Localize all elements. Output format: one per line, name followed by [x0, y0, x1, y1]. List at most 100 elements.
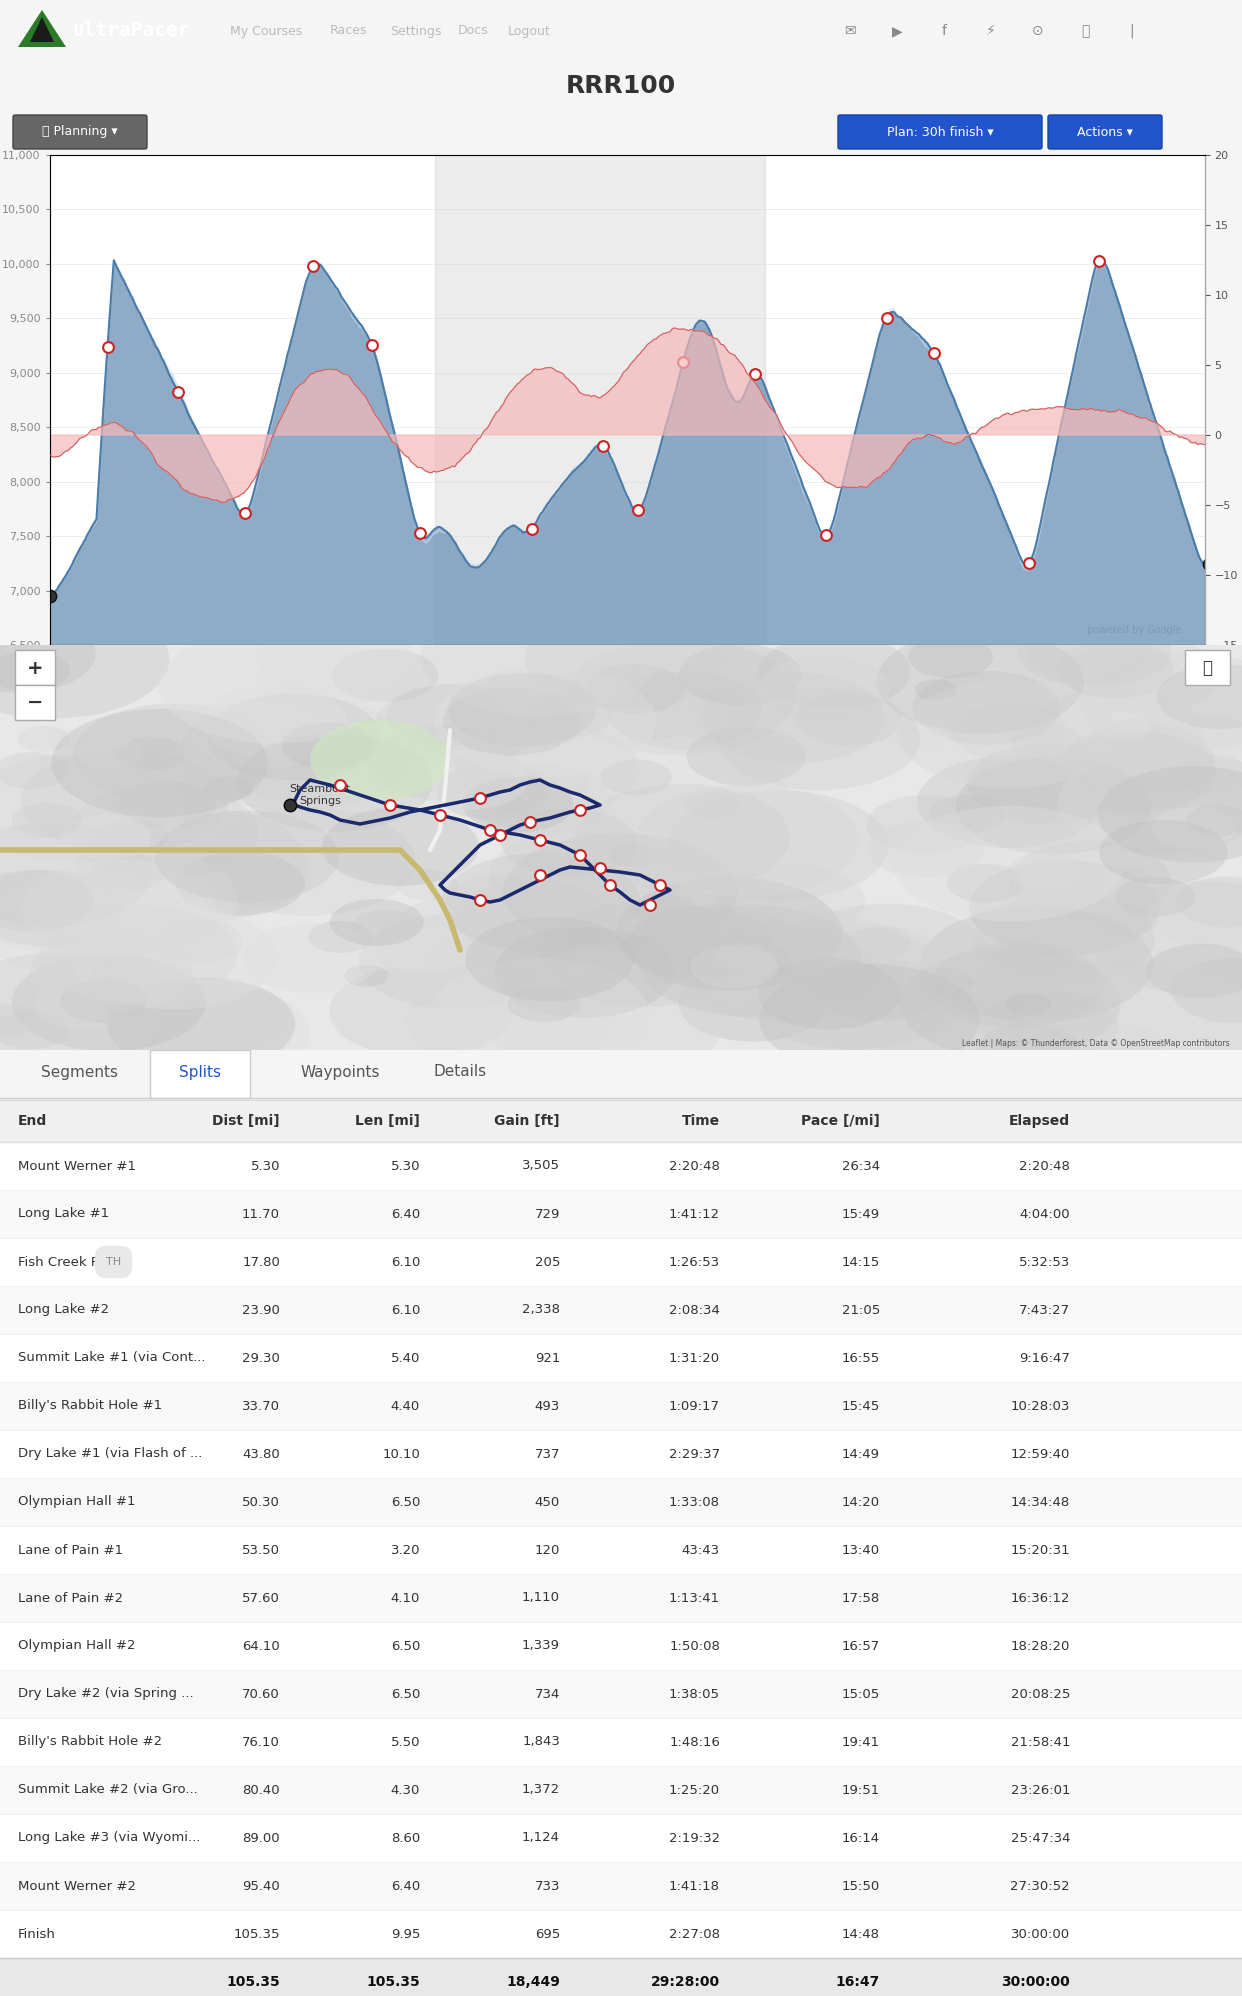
Ellipse shape [1010, 840, 1171, 922]
Text: 43.80: 43.80 [242, 1447, 279, 1461]
Text: 17:58: 17:58 [842, 1591, 881, 1605]
Text: |: | [1130, 24, 1134, 38]
Text: 9.95: 9.95 [391, 1928, 420, 1940]
Text: 50.30: 50.30 [242, 1495, 279, 1509]
Text: 1:41:12: 1:41:12 [669, 1208, 720, 1220]
Text: 1:48:16: 1:48:16 [669, 1735, 720, 1748]
Ellipse shape [684, 936, 790, 988]
Ellipse shape [946, 864, 1023, 902]
Ellipse shape [637, 904, 862, 1016]
Ellipse shape [969, 860, 1160, 956]
Point [570, 838, 590, 870]
Text: ✉: ✉ [845, 24, 856, 38]
Ellipse shape [169, 900, 211, 922]
Text: +: + [27, 659, 43, 677]
Ellipse shape [1171, 958, 1242, 1024]
Ellipse shape [1175, 876, 1242, 928]
Ellipse shape [678, 645, 802, 705]
Text: 16:57: 16:57 [842, 1639, 881, 1653]
Point [877, 301, 897, 333]
Text: 5.30: 5.30 [390, 1160, 420, 1172]
Ellipse shape [282, 723, 373, 768]
Text: 11.70: 11.70 [242, 1208, 279, 1220]
Ellipse shape [73, 703, 276, 804]
Ellipse shape [92, 956, 161, 990]
Point [520, 806, 540, 838]
Ellipse shape [310, 721, 450, 800]
Text: Summit Lake #2 (via Gro...: Summit Lake #2 (via Gro... [17, 1784, 197, 1796]
Text: Plan: 30h finish ▾: Plan: 30h finish ▾ [887, 126, 994, 138]
Ellipse shape [759, 635, 910, 711]
Text: 26:34: 26:34 [842, 1160, 881, 1172]
Text: 15:05: 15:05 [842, 1687, 881, 1701]
Ellipse shape [410, 750, 528, 808]
Ellipse shape [632, 894, 698, 928]
Text: 89.00: 89.00 [242, 1832, 279, 1844]
Ellipse shape [251, 762, 333, 804]
Text: 64.10: 64.10 [242, 1639, 279, 1653]
Ellipse shape [421, 597, 660, 717]
Text: 8.60: 8.60 [391, 1832, 420, 1844]
Text: Logout: Logout [508, 24, 550, 38]
Bar [1185, 651, 1230, 685]
FancyBboxPatch shape [1048, 116, 1163, 150]
Text: ▶: ▶ [892, 24, 902, 38]
Ellipse shape [1066, 723, 1215, 798]
Text: 23.90: 23.90 [242, 1303, 279, 1317]
Ellipse shape [894, 725, 948, 750]
Ellipse shape [446, 874, 545, 924]
Text: 1:50:08: 1:50:08 [669, 1639, 720, 1653]
FancyBboxPatch shape [838, 116, 1042, 150]
Text: 14:20: 14:20 [842, 1495, 881, 1509]
Ellipse shape [193, 701, 329, 768]
Bar [0, 1477, 1242, 1527]
Ellipse shape [956, 756, 1151, 854]
Ellipse shape [1187, 804, 1242, 836]
Ellipse shape [630, 904, 801, 990]
Ellipse shape [200, 685, 347, 758]
Text: 5.40: 5.40 [391, 1351, 420, 1365]
Text: 1:25:20: 1:25:20 [669, 1784, 720, 1796]
Ellipse shape [930, 942, 1103, 1028]
Ellipse shape [718, 689, 920, 790]
Ellipse shape [204, 776, 253, 800]
Ellipse shape [1079, 1024, 1164, 1068]
Point [1018, 547, 1038, 579]
Text: 16:14: 16:14 [842, 1832, 881, 1844]
Ellipse shape [692, 691, 745, 717]
Ellipse shape [322, 808, 478, 886]
Ellipse shape [107, 976, 296, 1072]
Ellipse shape [436, 762, 550, 820]
Ellipse shape [368, 725, 519, 800]
Point [236, 497, 256, 529]
Point [1089, 246, 1109, 277]
Ellipse shape [359, 914, 549, 1010]
Text: 1:26:53: 1:26:53 [669, 1255, 720, 1269]
Text: powered by Google: powered by Google [1087, 625, 1181, 635]
Ellipse shape [951, 703, 1069, 762]
Ellipse shape [153, 982, 289, 1050]
Ellipse shape [1011, 802, 1056, 824]
Text: 16:47: 16:47 [836, 1974, 881, 1988]
Text: 1:33:08: 1:33:08 [669, 1495, 720, 1509]
Ellipse shape [540, 902, 751, 1006]
Text: 5.30: 5.30 [251, 1160, 279, 1172]
Point [330, 768, 350, 800]
Text: Long Lake #1: Long Lake #1 [17, 1208, 109, 1220]
Ellipse shape [893, 806, 1125, 922]
Ellipse shape [17, 727, 70, 752]
Ellipse shape [1081, 651, 1242, 754]
Ellipse shape [61, 814, 152, 860]
Ellipse shape [1068, 637, 1222, 713]
Text: 14:48: 14:48 [842, 1928, 881, 1940]
Text: 120: 120 [534, 1543, 560, 1557]
Ellipse shape [456, 723, 640, 814]
Ellipse shape [21, 892, 77, 920]
Text: 10:28:03: 10:28:03 [1011, 1399, 1071, 1413]
Text: 23:26:01: 23:26:01 [1011, 1784, 1071, 1796]
Text: 20:08:25: 20:08:25 [1011, 1687, 1071, 1701]
Bar [0, 1285, 1242, 1333]
Text: 21:05: 21:05 [842, 1303, 881, 1317]
Point [169, 375, 189, 407]
Text: Lane of Pain #2: Lane of Pain #2 [17, 1591, 123, 1605]
